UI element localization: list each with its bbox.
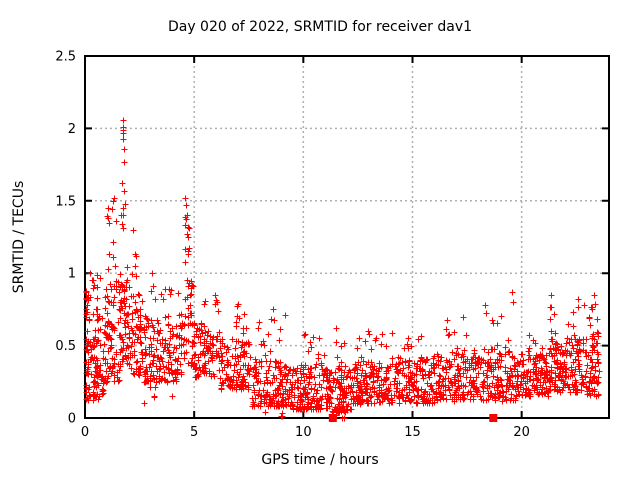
square-marker-flagged-epochs-1 xyxy=(489,414,498,422)
x-tick-label-15: 15 xyxy=(404,425,421,440)
x-tick-label-10: 10 xyxy=(295,425,312,440)
x-tick-label-20: 20 xyxy=(513,425,530,440)
y-tick-label-0.5: 0.5 xyxy=(55,339,76,354)
grid-lines xyxy=(85,56,609,418)
square-marker-flagged-epochs-0 xyxy=(328,414,337,422)
x-axis-label: GPS time / hours xyxy=(261,452,379,468)
y-tick-label-2: 2 xyxy=(68,122,76,137)
scatter-points-SRMTID xyxy=(83,117,603,422)
y-tick-label-2.5: 2.5 xyxy=(55,50,76,65)
y-tick-label-1.5: 1.5 xyxy=(55,194,76,209)
x-tick-label-0: 0 xyxy=(81,425,89,440)
y-tick-label-0: 0 xyxy=(68,412,76,427)
x-tick-label-5: 5 xyxy=(190,425,198,440)
chart-title: Day 020 of 2022, SRMTID for receiver dav… xyxy=(167,19,473,35)
y-tick-label-1: 1 xyxy=(68,267,76,282)
